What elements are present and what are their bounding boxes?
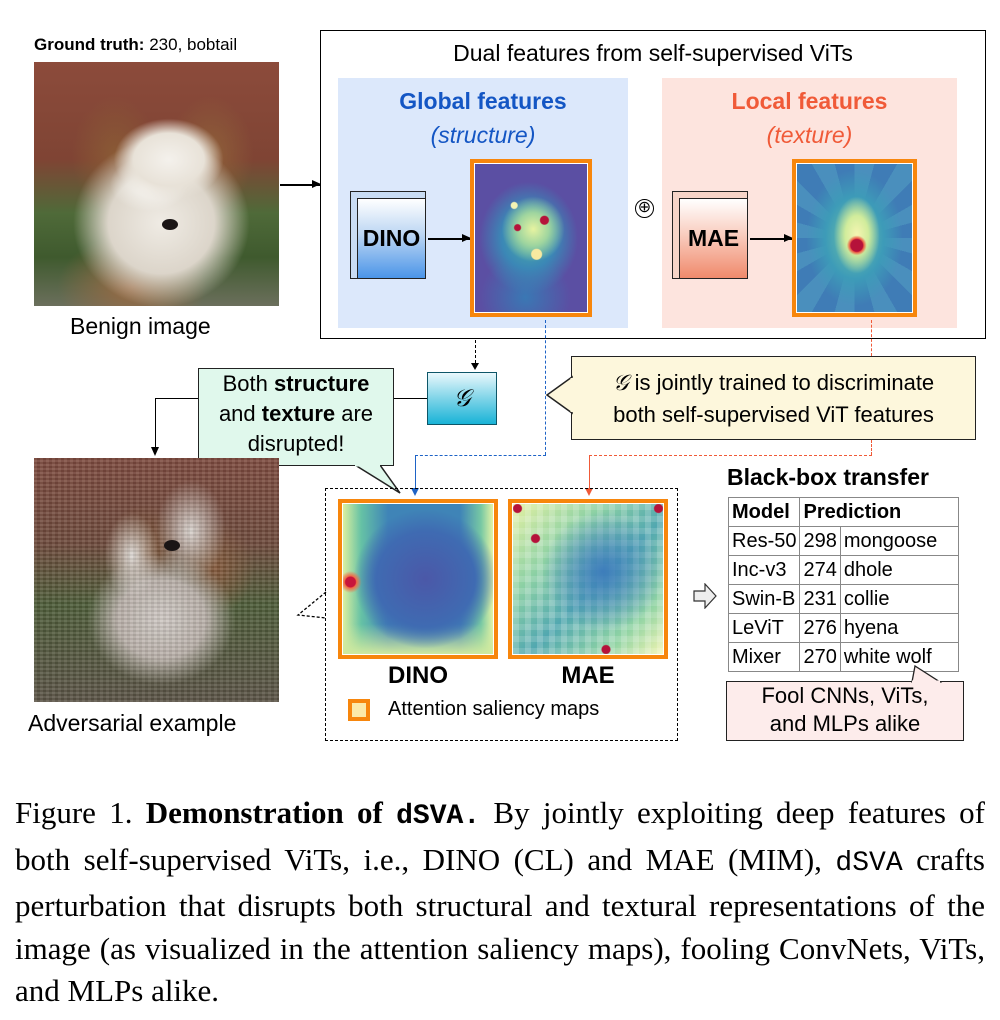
global-features-title: Global features xyxy=(399,88,567,114)
ground-truth-label: Ground truth: 230, bobtail xyxy=(34,35,237,55)
dino-encoder-block: DINO xyxy=(350,191,426,279)
combine-icon: ⊕ xyxy=(635,199,654,218)
header-prediction: Prediction xyxy=(799,497,959,527)
table-row: Res-50 298 mongoose xyxy=(727,526,959,556)
mae-dashed-line-2 xyxy=(871,440,872,455)
local-features-panel: Local features (texture) MAE xyxy=(662,78,957,328)
saliency-box-tail xyxy=(296,591,327,619)
generator-box: 𝒢 xyxy=(427,372,497,425)
mae-line-down xyxy=(589,455,590,490)
mae-dashed-line-h xyxy=(589,455,872,456)
g-output-line-down xyxy=(155,398,156,450)
dino-encoder-label: DINO xyxy=(357,198,426,279)
dino-dashed-line-h xyxy=(415,455,546,456)
dino-arrowhead xyxy=(411,488,419,496)
local-features-title: Local features xyxy=(731,88,888,114)
generator-note-tail xyxy=(545,375,574,415)
disrupted-callout: Both structure and texture are disrupted… xyxy=(198,368,394,466)
legend-swatch xyxy=(348,699,370,721)
dino-dashed-line xyxy=(545,320,546,455)
dual-features-box: Dual features from self-supervised ViTs … xyxy=(320,30,986,339)
mae-encoder-label: MAE xyxy=(679,198,748,279)
benign-image-label: Benign image xyxy=(70,313,211,339)
dino-heatmap-clean xyxy=(470,159,592,317)
dino-map-label: DINO xyxy=(388,662,448,689)
dino-line-down xyxy=(415,455,416,490)
fool-callout: Fool CNNs, ViTs, and MLPs alike xyxy=(726,681,964,741)
dual-features-title: Dual features from self-supervised ViTs xyxy=(453,40,853,66)
mae-encoder-block: MAE xyxy=(672,191,748,279)
adversarial-image xyxy=(34,458,279,702)
table-row: Mixer 270 white wolf xyxy=(727,642,959,672)
blackbox-table: Model Prediction Res-50 298 mongoose Inc… xyxy=(727,497,959,672)
dino-arrow xyxy=(428,235,471,241)
ground-truth-key: Ground truth: xyxy=(34,35,145,54)
dashed-connector-g xyxy=(475,340,476,368)
benign-image xyxy=(34,62,279,306)
adversarial-image-label: Adversarial example xyxy=(28,710,237,736)
mae-arrowhead xyxy=(585,488,593,496)
arrowhead-to-g xyxy=(471,363,479,370)
figure-caption: Figure 1. Demonstration of dSVA. By join… xyxy=(15,795,985,1008)
table-header-row: Model Prediction xyxy=(727,497,959,527)
table-row: Inc-v3 274 dhole xyxy=(727,555,959,585)
mae-dashed-line xyxy=(871,320,872,356)
mae-map-label: MAE xyxy=(561,662,615,689)
legend-label: Attention saliency maps xyxy=(388,698,600,720)
table-row: Swin-B 231 collie xyxy=(727,584,959,614)
ground-truth-value: 230, bobtail xyxy=(149,35,238,54)
fool-callout-tail xyxy=(911,665,943,683)
generator-note-callout: 𝒢 is jointly trained to discriminate bot… xyxy=(571,356,976,440)
mae-heatmap-clean xyxy=(792,159,917,317)
dog-nose-adv xyxy=(164,540,180,551)
mae-heatmap-adversarial xyxy=(508,499,668,659)
dog-nose xyxy=(162,219,178,230)
local-features-subtitle: (texture) xyxy=(766,122,853,148)
disrupted-callout-tail xyxy=(353,465,401,494)
dino-heatmap-adversarial xyxy=(338,499,498,659)
saliency-maps-box: DINO MAE Attention saliency maps xyxy=(325,488,678,741)
arrow-to-features xyxy=(280,181,321,187)
table-row: LeViT 276 hyena xyxy=(727,613,959,643)
global-features-subtitle: (structure) xyxy=(430,122,536,148)
g-output-arrowhead xyxy=(151,447,159,456)
header-model: Model xyxy=(727,497,801,527)
transfer-arrow-icon xyxy=(693,583,717,609)
mae-arrow xyxy=(750,235,793,241)
global-features-panel: Global features (structure) DINO xyxy=(338,78,628,328)
blackbox-title: Black-box transfer xyxy=(727,464,929,490)
